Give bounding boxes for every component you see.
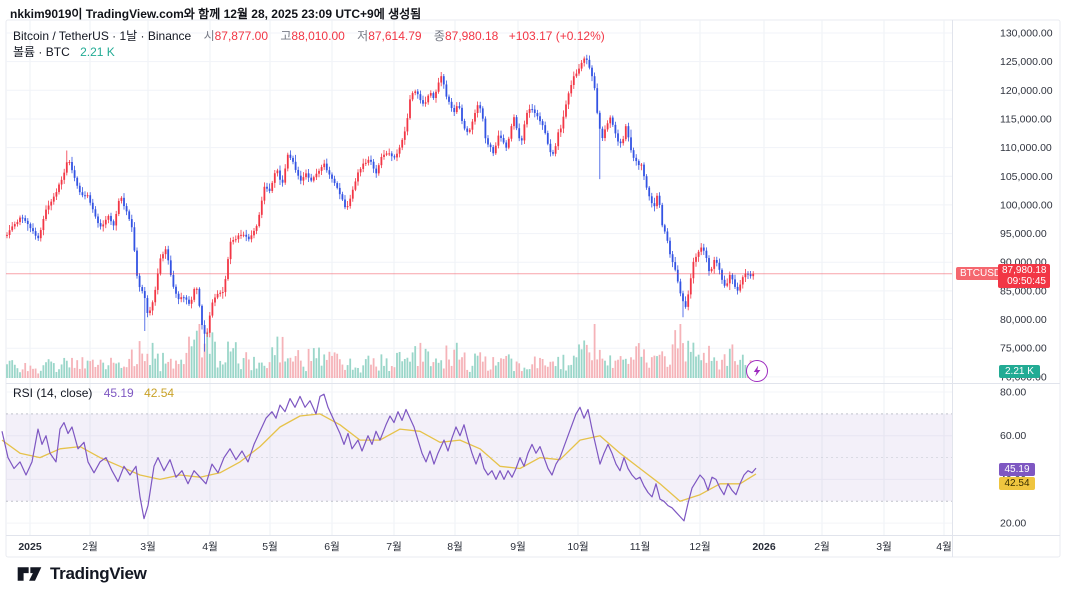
time-axis-labels: 2025 2월 3월 4월 5월 6월 7월 8월 9월 10월 11월 12월 2026 2월 3월 4월: [18, 541, 951, 553]
chart-card-border: [5, 19, 1061, 558]
rsi-value: 45.19: [103, 386, 134, 400]
last-price-value: 87,980.18: [1002, 265, 1047, 276]
svg-text:85,000.00: 85,000.00: [1000, 285, 1047, 297]
svg-text:2026: 2026: [752, 541, 776, 553]
svg-text:3월: 3월: [140, 541, 156, 553]
svg-text:11월: 11월: [630, 541, 651, 553]
high-value: 88,010.00: [291, 29, 345, 43]
time-axis[interactable]: [6, 536, 953, 557]
attribution-text: nkkim9019이 TradingView.com와 함께 12월 28, 2…: [10, 7, 422, 21]
flash-button[interactable]: [746, 360, 768, 382]
svg-text:80.00: 80.00: [1000, 387, 1026, 399]
low-value: 87,614.79: [368, 29, 422, 43]
candlestick-layer: [6, 54, 755, 352]
rsi-ma-value: 42.54: [144, 386, 175, 400]
svg-text:8월: 8월: [447, 541, 463, 553]
rsi-ma-badge: 42.54: [999, 477, 1035, 490]
volume-value: 2.21 K: [80, 45, 115, 59]
svg-text:3월: 3월: [876, 541, 892, 553]
high-label: 고: [280, 29, 292, 43]
svg-text:75,000.00: 75,000.00: [1000, 343, 1047, 355]
change-value: +103.17 (+0.12%): [508, 29, 605, 43]
lightning-icon: [753, 365, 761, 377]
grid-layer: [6, 20, 953, 536]
svg-text:10월: 10월: [567, 541, 588, 553]
symbol-tag-badge: BTCUSDT: [956, 267, 1012, 280]
tradingview-logo[interactable]: TradingView: [16, 562, 147, 586]
volume-layer: [6, 324, 755, 378]
svg-text:2월: 2월: [814, 541, 830, 553]
svg-text:100,000.00: 100,000.00: [1000, 199, 1053, 211]
volume-legend[interactable]: 볼륨 · BTC 2.21 K: [13, 43, 115, 60]
open-label: 시: [203, 29, 215, 43]
svg-text:7월: 7월: [386, 541, 402, 553]
last-price-badge: 87,980.18 09:50:45: [998, 264, 1050, 288]
pane-separators: [6, 20, 1060, 557]
svg-text:4월: 4월: [936, 541, 952, 553]
rsi-legend[interactable]: RSI (14, close) 45.19 42.54: [13, 386, 174, 400]
svg-text:2025: 2025: [18, 541, 42, 553]
symbol-title: Bitcoin / TetherUS · 1날 · Binance: [13, 29, 192, 43]
svg-text:130,000.00: 130,000.00: [1000, 28, 1053, 40]
svg-text:110,000.00: 110,000.00: [1000, 142, 1052, 154]
volume-badge: 2.21 K: [999, 365, 1040, 378]
rsi-value-badge: 45.19: [999, 463, 1035, 476]
close-label: 종: [433, 29, 445, 43]
countdown-timer: 09:50:45: [1007, 276, 1046, 287]
svg-text:60.00: 60.00: [1000, 430, 1026, 442]
svg-text:115,000.00: 115,000.00: [1000, 113, 1052, 125]
rsi-label: RSI (14, close): [13, 386, 93, 400]
svg-text:4월: 4월: [202, 541, 218, 553]
svg-text:80,000.00: 80,000.00: [1000, 314, 1047, 326]
svg-text:105,000.00: 105,000.00: [1000, 171, 1053, 183]
low-label: 저: [357, 29, 369, 43]
svg-text:5월: 5월: [262, 541, 278, 553]
svg-text:12월: 12월: [689, 541, 710, 553]
tradingview-logo-text: TradingView: [50, 564, 147, 583]
svg-text:6월: 6월: [324, 541, 340, 553]
svg-text:2월: 2월: [82, 541, 98, 553]
svg-text:95,000.00: 95,000.00: [1000, 228, 1047, 240]
rsi-layer: [1, 393, 757, 522]
svg-text:120,000.00: 120,000.00: [1000, 85, 1053, 97]
close-value: 87,980.18: [444, 29, 499, 43]
svg-text:9월: 9월: [510, 541, 526, 553]
volume-label: 볼륨 · BTC: [13, 45, 70, 59]
svg-text:20.00: 20.00: [1000, 518, 1026, 530]
rsi-band: [6, 413, 953, 502]
tradingview-logo-icon: [17, 567, 42, 581]
symbol-legend[interactable]: Bitcoin / TetherUS · 1날 · Binance 시87,87…: [13, 27, 605, 44]
open-value: 87,877.00: [214, 29, 269, 43]
svg-text:125,000.00: 125,000.00: [1000, 56, 1053, 68]
